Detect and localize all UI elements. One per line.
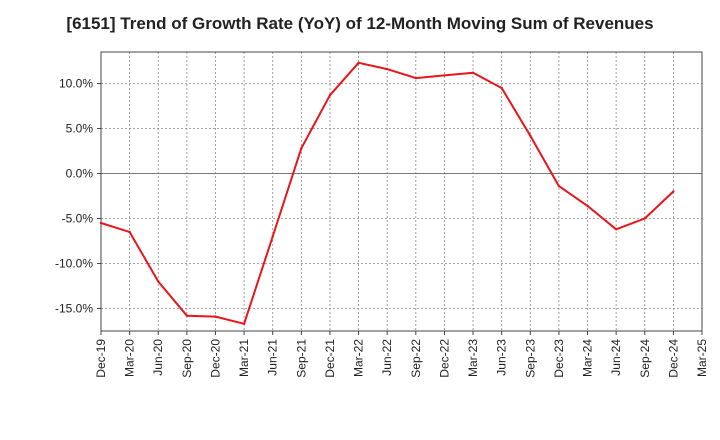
x-tick-label: Dec-23 bbox=[552, 339, 566, 378]
x-tick-label: Mar-25 bbox=[695, 339, 709, 377]
x-tick-label: Dec-21 bbox=[323, 339, 337, 378]
x-tick-label: Mar-24 bbox=[581, 339, 595, 377]
data-point bbox=[357, 61, 360, 64]
data-point bbox=[586, 204, 589, 208]
data-point bbox=[271, 235, 274, 238]
x-tick-label: Sep-20 bbox=[180, 339, 194, 378]
x-tick-label: Sep-22 bbox=[409, 339, 423, 378]
data-point bbox=[557, 184, 561, 188]
x-tick-label: Mar-21 bbox=[237, 339, 251, 377]
x-tick-label: Mar-20 bbox=[123, 339, 137, 377]
y-tick-label: 0.0% bbox=[66, 167, 94, 181]
data-point bbox=[242, 322, 246, 325]
y-tick-label: -15.0% bbox=[55, 302, 93, 316]
data-point bbox=[443, 74, 446, 77]
x-tick-label: Jun-20 bbox=[151, 339, 165, 376]
plot-frame bbox=[100, 51, 703, 332]
data-point bbox=[414, 76, 418, 80]
data-point bbox=[300, 147, 303, 150]
data-point bbox=[672, 190, 675, 193]
x-tick-label: Dec-19 bbox=[94, 339, 108, 378]
y-tick-label: -10.0% bbox=[55, 257, 93, 271]
x-tick-label: Sep-21 bbox=[294, 339, 308, 378]
x-tick-label: Jun-24 bbox=[609, 339, 623, 376]
data-point bbox=[471, 71, 475, 74]
data-point bbox=[128, 230, 131, 234]
chart-title: [6151] Trend of Growth Rate (YoY) of 12-… bbox=[66, 14, 654, 33]
y-tick-label: 10.0% bbox=[59, 77, 93, 91]
x-tick-label: Dec-24 bbox=[666, 339, 680, 378]
data-point bbox=[99, 221, 103, 225]
data-point bbox=[385, 67, 389, 71]
data-point bbox=[185, 314, 189, 317]
x-tick-label: Dec-20 bbox=[208, 339, 222, 378]
x-tick-label: Dec-22 bbox=[437, 339, 451, 378]
x-tick-label: Jun-23 bbox=[495, 339, 509, 376]
data-point bbox=[214, 315, 217, 318]
y-tick-label: -5.0% bbox=[62, 212, 94, 226]
x-tick-label: Jun-22 bbox=[380, 339, 394, 376]
x-tick-label: Sep-24 bbox=[638, 339, 652, 378]
data-point bbox=[643, 217, 646, 220]
x-tick-label: Jun-21 bbox=[266, 339, 280, 376]
x-tick-label: Mar-23 bbox=[466, 339, 480, 377]
x-tick-label: Mar-22 bbox=[352, 339, 366, 377]
y-tick-label: 5.0% bbox=[66, 122, 94, 136]
data-point bbox=[614, 228, 618, 231]
data-point bbox=[328, 94, 332, 97]
data-point bbox=[500, 86, 503, 90]
x-tick-label: Sep-23 bbox=[523, 339, 537, 378]
data-point bbox=[529, 134, 532, 137]
data-point bbox=[157, 280, 160, 283]
